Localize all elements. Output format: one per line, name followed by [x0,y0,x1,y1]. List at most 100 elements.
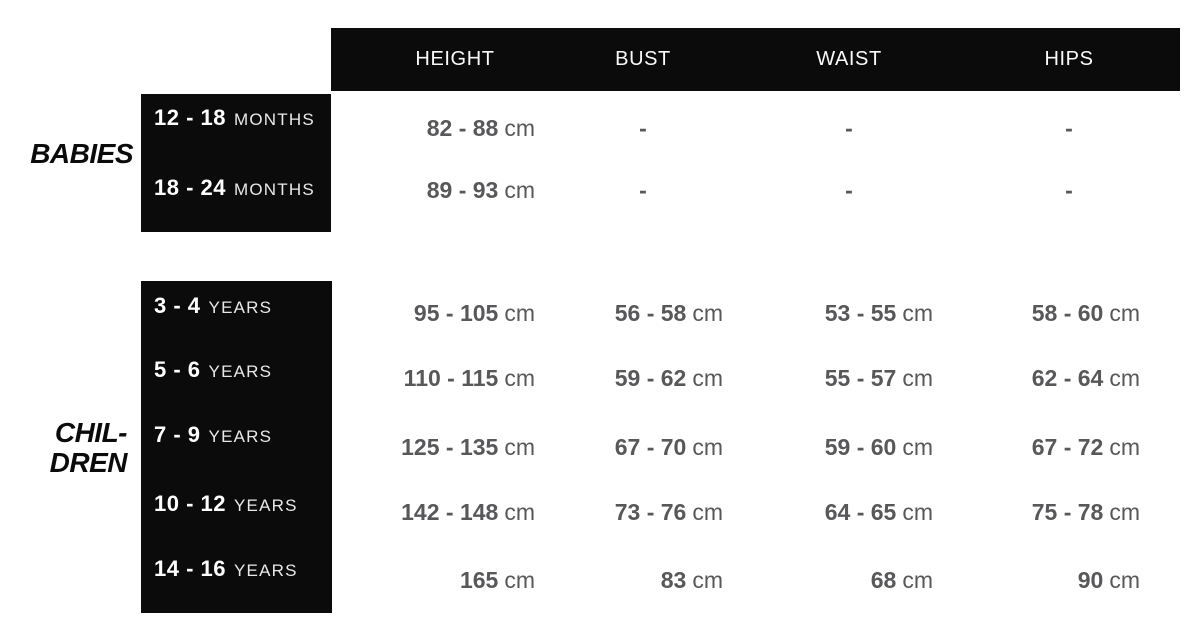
measurement-cell-height: 142 - 148 cm [315,498,535,526]
measurement-value: 75 - 78 [1031,499,1104,525]
measurement-cell-bust: - [543,114,743,142]
measurement-cell-bust: 59 - 62 cm [503,364,723,392]
measurement-cell-hips: 62 - 64 cm [920,364,1140,392]
size-unit: YEARS [208,362,273,381]
measurement-unit: cm [504,115,535,141]
measurement-value: 59 - 62 [614,365,687,391]
measurement-unit: cm [1109,300,1140,326]
category-label-children-line1: CHIL- [54,417,128,448]
measurement-cell-hips: 90 cm [920,566,1140,594]
measurement-value: 82 - 88 [426,115,499,141]
size-range: 7 - 9 [154,422,201,447]
size-range: 10 - 12 [154,491,226,516]
measurement-value: - [1065,115,1073,141]
measurement-value: - [639,177,647,203]
measurement-value: 110 - 115 [403,365,499,391]
measurement-unit: cm [504,499,535,525]
measurement-unit: cm [504,567,535,593]
measurement-cell-waist: - [749,114,949,142]
measurement-cell-waist: 59 - 60 cm [713,433,933,461]
measurement-value: - [1065,177,1073,203]
column-header-bust: BUST [615,48,671,70]
measurement-cell-bust: 67 - 70 cm [503,433,723,461]
measurement-unit: cm [902,365,933,391]
size-range: 14 - 16 [154,556,226,581]
size-unit: MONTHS [234,180,315,199]
measurement-cell-hips: 67 - 72 cm [920,433,1140,461]
size-range-label-children-0: 3 - 4 YEARS [154,292,272,320]
measurement-value: 67 - 70 [614,434,687,460]
measurement-value: - [639,115,647,141]
size-unit: MONTHS [234,110,315,129]
measurement-cell-hips: - [969,114,1169,142]
measurement-cell-height: 125 - 135 cm [315,433,535,461]
measurement-cell-waist: 53 - 55 cm [713,299,933,327]
measurement-unit: cm [902,499,933,525]
category-label-children: CHIL- DREN [0,417,128,478]
measurement-value: 55 - 57 [824,365,897,391]
measurement-cell-waist: 68 cm [713,566,933,594]
measurement-cell-hips: 58 - 60 cm [920,299,1140,327]
measurement-unit: cm [1109,434,1140,460]
column-header-hips: HIPS [1044,48,1094,70]
measurement-value: 56 - 58 [614,300,687,326]
size-range: 12 - 18 [154,105,226,130]
measurement-cell-hips: 75 - 78 cm [920,498,1140,526]
measurement-value: 125 - 135 [401,434,499,460]
measurement-unit: cm [504,365,535,391]
measurement-cell-bust: 56 - 58 cm [503,299,723,327]
size-unit: YEARS [208,427,273,446]
size-range-label-babies-0: 12 - 18 MONTHS [154,104,315,132]
size-unit: YEARS [208,298,273,317]
size-range: 18 - 24 [154,175,226,200]
measurement-cell-bust: 73 - 76 cm [503,498,723,526]
measurement-value: - [845,177,853,203]
measurement-cell-hips: - [969,176,1169,204]
measurement-cell-waist: - [749,176,949,204]
measurement-unit: cm [504,300,535,326]
size-range-label-children-4: 14 - 16 YEARS [154,555,298,583]
measurement-value: 64 - 65 [824,499,897,525]
measurement-value: 59 - 60 [824,434,897,460]
size-unit: YEARS [234,496,298,515]
measurement-value: 165 [459,567,499,593]
measurement-value: 68 [870,567,897,593]
measurement-value: 142 - 148 [401,499,499,525]
measurement-value: 67 - 72 [1031,434,1104,460]
measurement-unit: cm [504,434,535,460]
measurement-unit: cm [692,434,723,460]
measurement-value: - [845,115,853,141]
size-unit: YEARS [234,561,298,580]
measurement-unit: cm [692,365,723,391]
measurement-cell-bust: 83 cm [503,566,723,594]
measurement-cell-waist: 55 - 57 cm [713,364,933,392]
measurement-value: 73 - 76 [614,499,687,525]
measurement-value: 58 - 60 [1031,300,1104,326]
children-sizes-box [141,281,332,613]
measurement-cell-waist: 64 - 65 cm [713,498,933,526]
size-range: 3 - 4 [154,293,201,318]
measurement-unit: cm [1109,499,1140,525]
size-range: 5 - 6 [154,357,201,382]
measurement-cell-height: 89 - 93 cm [315,176,535,204]
column-header-waist: WAIST [816,48,882,70]
measurement-cell-bust: - [543,176,743,204]
category-label-babies: BABIES [30,138,133,169]
size-range-label-children-3: 10 - 12 YEARS [154,490,298,518]
measurement-value: 89 - 93 [426,177,499,203]
measurement-unit: cm [1109,365,1140,391]
measurement-unit: cm [692,499,723,525]
measurement-unit: cm [1109,567,1140,593]
measurement-unit: cm [902,300,933,326]
measurement-cell-height: 165 cm [315,566,535,594]
measurement-unit: cm [902,567,933,593]
size-range-label-children-1: 5 - 6 YEARS [154,356,272,384]
babies-sizes-box [141,94,331,232]
measurement-value: 83 [660,567,687,593]
table-header-bar [331,28,1180,91]
size-range-label-babies-1: 18 - 24 MONTHS [154,174,315,202]
measurement-value: 62 - 64 [1031,365,1104,391]
measurement-value: 90 [1077,567,1104,593]
measurement-unit: cm [692,300,723,326]
